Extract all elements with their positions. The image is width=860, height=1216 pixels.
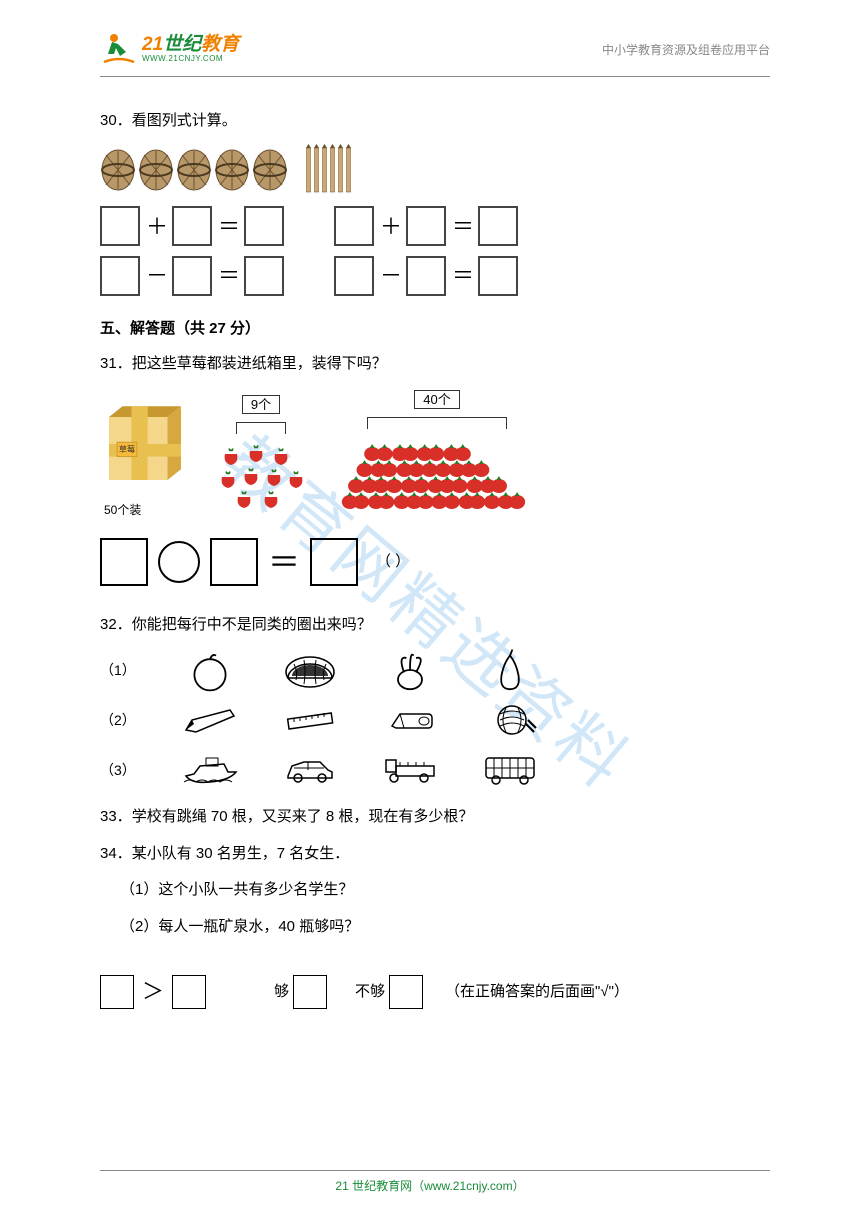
count-label-9: 9个 bbox=[242, 395, 280, 414]
small-berry-group: 9个 bbox=[216, 391, 306, 522]
car-icon[interactable] bbox=[280, 747, 340, 793]
pear-icon[interactable] bbox=[480, 647, 540, 693]
answer-box[interactable] bbox=[244, 206, 284, 246]
q32-row: （1） bbox=[100, 647, 770, 693]
q32-row: （3） bbox=[100, 747, 770, 793]
carton-icon: 草莓 50个装 bbox=[100, 399, 190, 522]
minus-sign: － bbox=[380, 255, 400, 297]
equals-sign: ＝ bbox=[218, 255, 238, 297]
watermelon-icon[interactable] bbox=[280, 647, 340, 693]
apple-icon[interactable] bbox=[180, 647, 240, 693]
answer-box[interactable] bbox=[478, 206, 518, 246]
answer-box[interactable] bbox=[310, 538, 358, 586]
header-rule bbox=[100, 76, 770, 77]
q34-sub1: （1）这个小队一共有多少名学生？ bbox=[100, 876, 770, 905]
carton-capacity: 50个装 bbox=[104, 499, 190, 522]
pencil-stick-icon bbox=[322, 144, 327, 196]
enough-label: 够 bbox=[274, 975, 327, 1009]
big-berry-group: 40个 bbox=[332, 386, 542, 522]
answer-box[interactable] bbox=[334, 256, 374, 296]
page-header: 21世纪教育 WWW.21CNJY.COM 中小学教育资源及组卷应用平台 bbox=[100, 30, 770, 68]
logo: 21世纪教育 WWW.21CNJY.COM bbox=[100, 30, 239, 68]
pencil-stick-icon bbox=[338, 144, 343, 196]
eraser-icon[interactable] bbox=[380, 697, 440, 743]
q31-equation: ＝ （ ） bbox=[100, 532, 770, 593]
q34-sub2: （2）每人一瓶矿泉水，40 瓶够吗？ bbox=[100, 913, 770, 942]
header-subtitle: 中小学教育资源及组卷应用平台 bbox=[602, 41, 770, 58]
pencil-bundle-icon bbox=[252, 147, 288, 193]
footer-text: 21 世纪教育网（www.21cnjy.com） bbox=[0, 1177, 860, 1194]
logo-main-text: 21世纪教育 bbox=[142, 35, 239, 54]
q34-answer-row: ＞ 够 不够 （在正确答案的后面画"√"） bbox=[100, 971, 770, 1013]
equation-row: － ＝ bbox=[334, 255, 518, 297]
pencil-bundle-icon bbox=[138, 147, 174, 193]
answer-box[interactable] bbox=[406, 256, 446, 296]
equation-row: － ＝ bbox=[100, 255, 284, 297]
plus-sign: ＋ bbox=[146, 206, 166, 248]
not-enough-label: 不够 bbox=[355, 975, 423, 1009]
operator-circle[interactable] bbox=[158, 541, 200, 583]
equals-sign: ＝ bbox=[218, 206, 238, 248]
answer-box[interactable] bbox=[100, 538, 148, 586]
footer-rule bbox=[100, 1170, 770, 1171]
equals-sign: ＝ bbox=[268, 532, 300, 593]
pencil-stick-icon bbox=[346, 144, 351, 196]
cabbage-icon[interactable] bbox=[380, 647, 440, 693]
logo-sub-text: WWW.21CNJY.COM bbox=[142, 54, 239, 63]
section-5-title: 五、解答题（共 27 分） bbox=[100, 315, 770, 344]
truck-icon[interactable] bbox=[380, 747, 440, 793]
unit-parentheses: （ ） bbox=[376, 548, 410, 577]
answer-box[interactable] bbox=[244, 256, 284, 296]
pencil-stick-icon bbox=[330, 144, 335, 196]
q30-illustration bbox=[100, 144, 770, 196]
answer-box[interactable] bbox=[172, 206, 212, 246]
answer-box[interactable] bbox=[100, 206, 140, 246]
answer-box[interactable] bbox=[406, 206, 446, 246]
equation-row: ＋ ＝ bbox=[334, 206, 518, 248]
answer-box[interactable] bbox=[100, 975, 134, 1009]
equation-row: ＋ ＝ bbox=[100, 206, 284, 248]
q31-text: 31．把这些草莓都装进纸箱里，装得下吗？ bbox=[100, 350, 770, 379]
bus-icon[interactable] bbox=[480, 747, 540, 793]
check-box[interactable] bbox=[293, 975, 327, 1009]
answer-box[interactable] bbox=[210, 538, 258, 586]
answer-box[interactable] bbox=[172, 975, 206, 1009]
q32-row: （2） bbox=[100, 697, 770, 743]
logo-icon bbox=[100, 30, 138, 68]
plus-sign: ＋ bbox=[380, 206, 400, 248]
greater-than-sign: ＞ bbox=[142, 971, 164, 1013]
q31-illustration: 草莓 50个装 9个 40个 bbox=[100, 386, 770, 522]
q30-equations: ＋ ＝ － ＝ ＋ ＝ bbox=[100, 206, 770, 298]
answer-box[interactable] bbox=[478, 256, 518, 296]
check-box[interactable] bbox=[389, 975, 423, 1009]
minus-sign: － bbox=[146, 255, 166, 297]
pencil-stick-icon bbox=[314, 144, 319, 196]
row-label: （1） bbox=[100, 657, 140, 684]
pencil-bundle-icon bbox=[214, 147, 250, 193]
row-label: （3） bbox=[100, 757, 140, 784]
equals-sign: ＝ bbox=[452, 206, 472, 248]
pencil-bundle-icon bbox=[176, 147, 212, 193]
equals-sign: ＝ bbox=[452, 255, 472, 297]
pencil-icon[interactable] bbox=[180, 697, 240, 743]
answer-box[interactable] bbox=[334, 206, 374, 246]
ruler-icon[interactable] bbox=[280, 697, 340, 743]
q33-text: 33．学校有跳绳 70 根，又买来了 8 根，现在有多少根？ bbox=[100, 803, 770, 832]
q32-text: 32．你能把每行中不是同类的圈出来吗？ bbox=[100, 611, 770, 640]
count-label-40: 40个 bbox=[414, 390, 459, 409]
q30-text: 30．看图列式计算。 bbox=[100, 107, 770, 136]
yarn-icon[interactable] bbox=[480, 697, 540, 743]
page-footer: 21 世纪教育网（www.21cnjy.com） bbox=[0, 1170, 860, 1194]
answer-box[interactable] bbox=[100, 256, 140, 296]
q34-instruction: （在正确答案的后面画"√"） bbox=[445, 978, 629, 1007]
answer-box[interactable] bbox=[172, 256, 212, 296]
pencil-stick-icon bbox=[306, 144, 311, 196]
svg-text:草莓: 草莓 bbox=[119, 444, 135, 454]
row-label: （2） bbox=[100, 707, 140, 734]
pencil-bundle-icon bbox=[100, 147, 136, 193]
q34-text: 34．某小队有 30 名男生，7 名女生． bbox=[100, 840, 770, 869]
q32-grid: （1） （2） （3） bbox=[100, 647, 770, 793]
boat-icon[interactable] bbox=[180, 747, 240, 793]
